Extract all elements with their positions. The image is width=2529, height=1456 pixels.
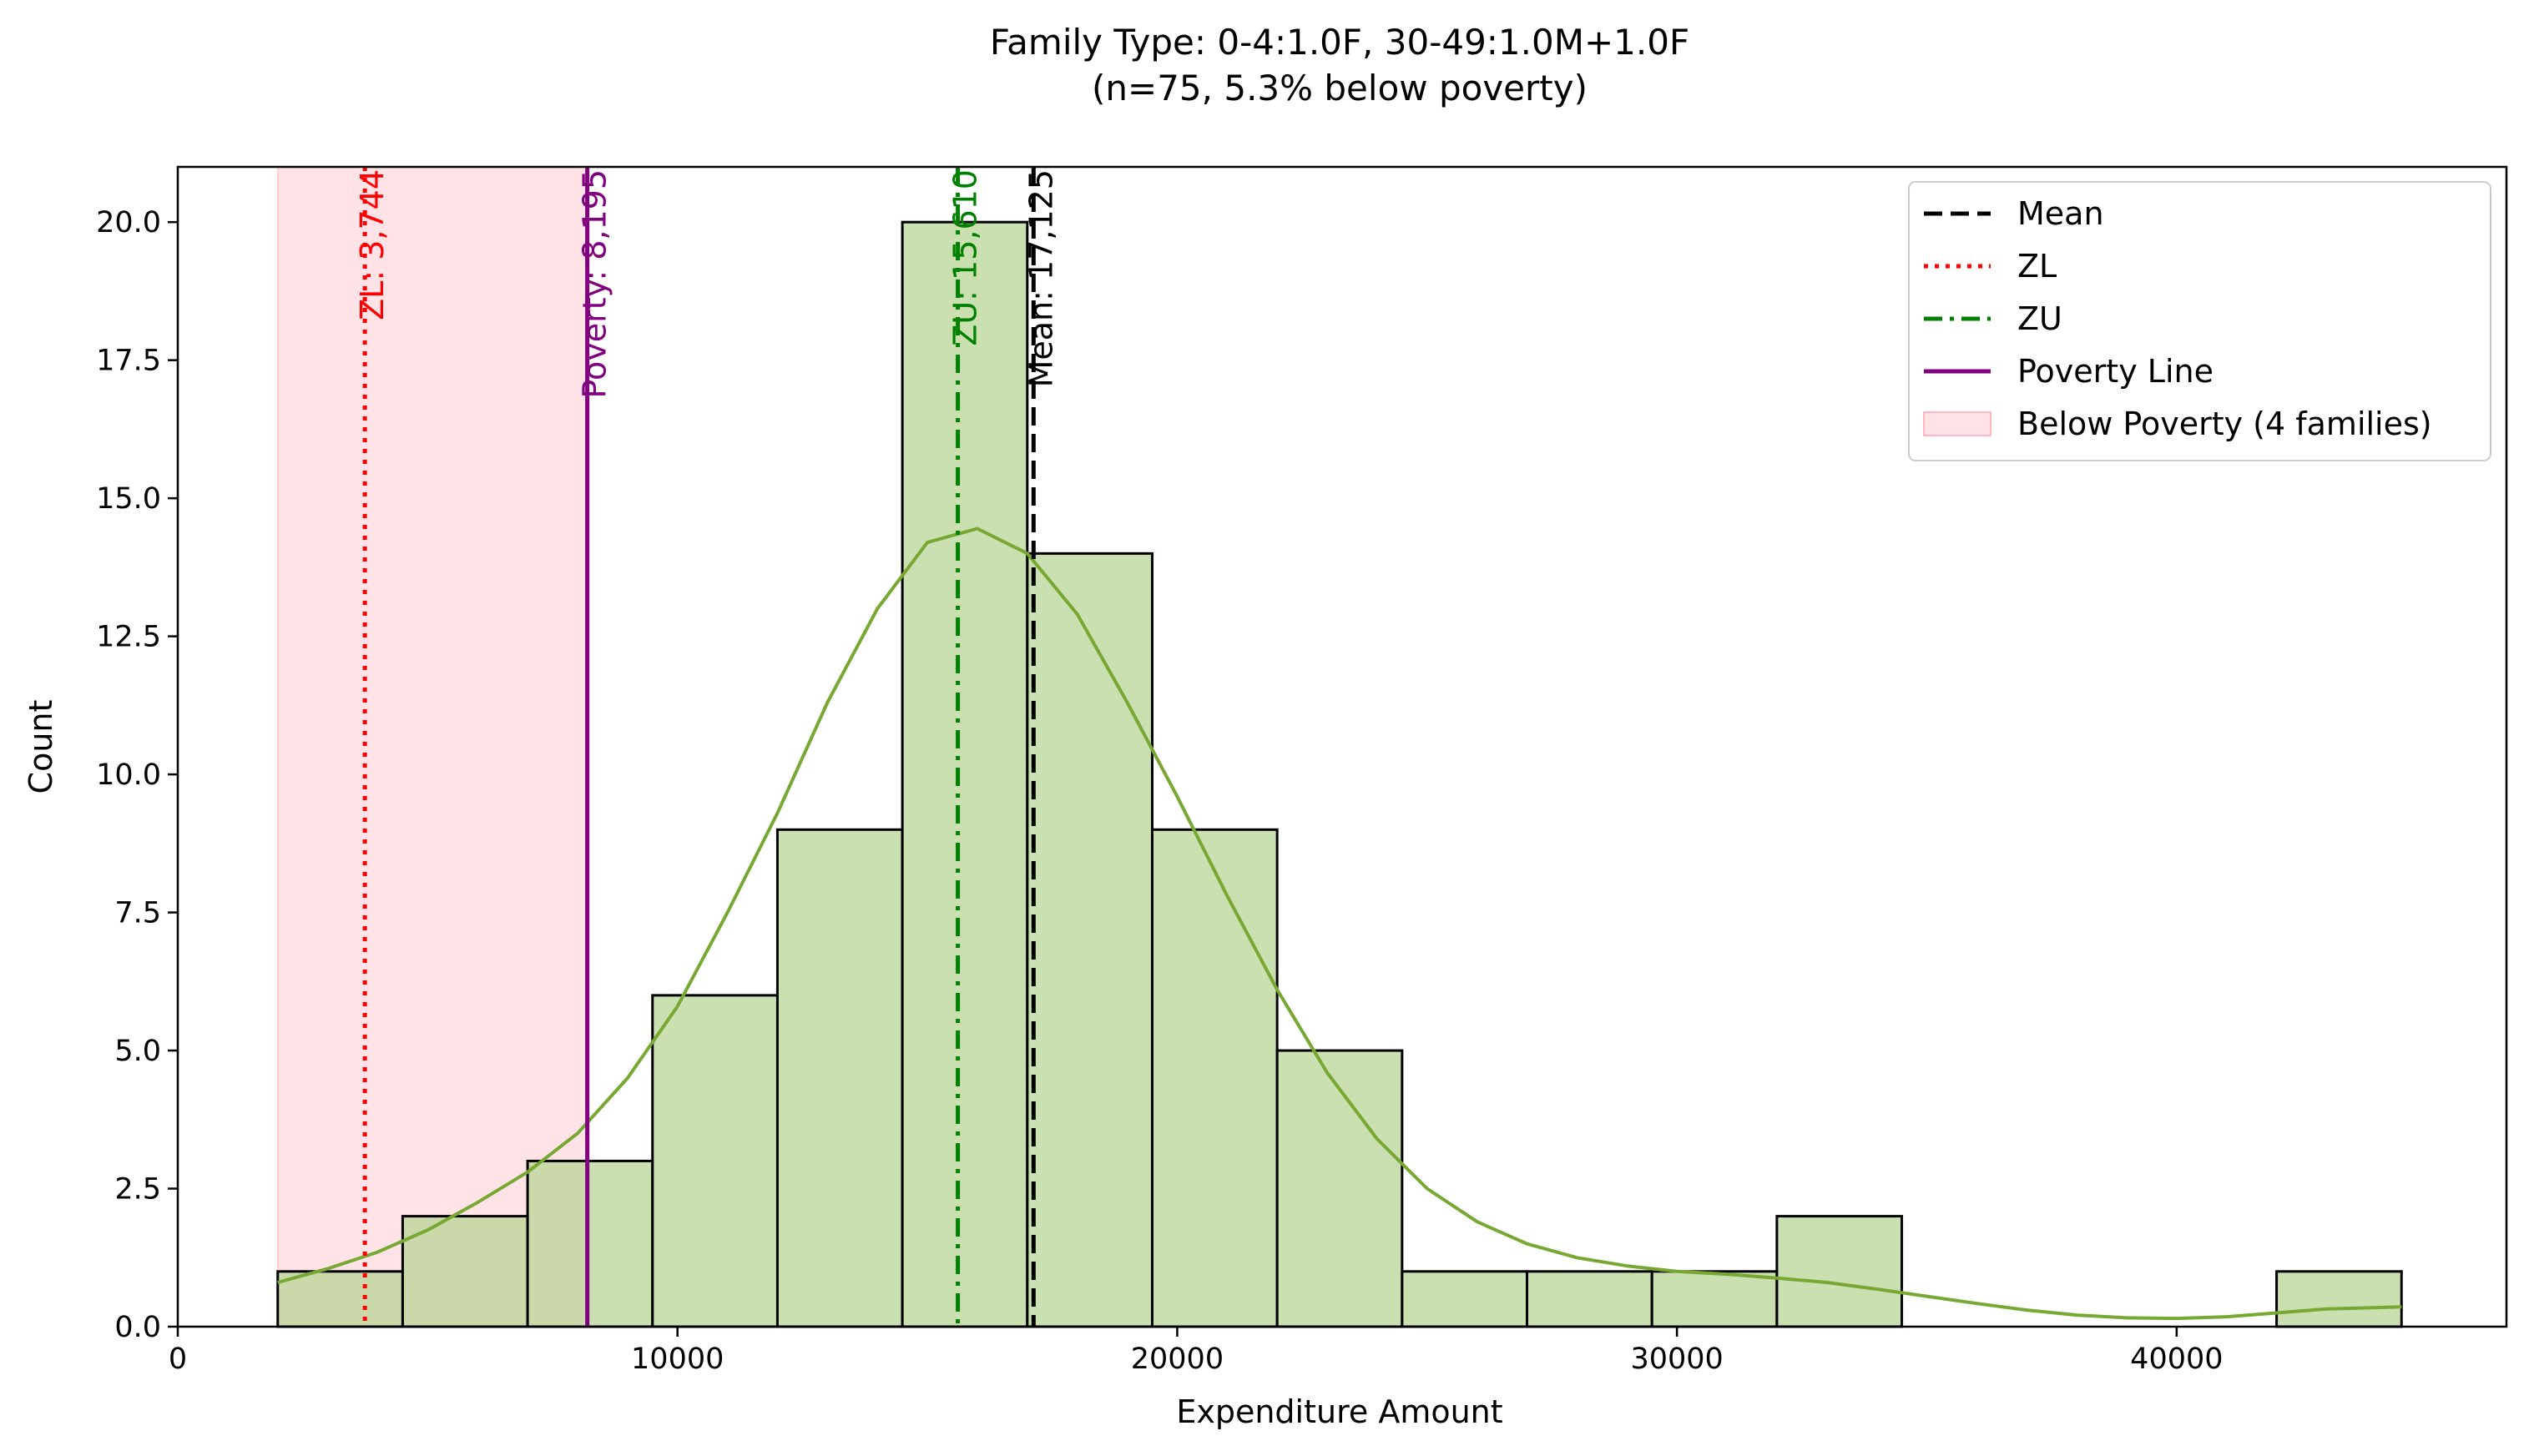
histogram-bar-8 <box>1150 828 1279 1328</box>
histogram-bar-9 <box>1275 1049 1404 1328</box>
y-tick-label: 7.5 <box>114 897 161 930</box>
histogram-bar-10 <box>1401 1270 1529 1328</box>
histogram-bar-12 <box>1650 1270 1779 1328</box>
histogram-bar-1 <box>276 1270 404 1328</box>
histogram-bar-2 <box>401 1215 529 1328</box>
legend-label-poverty-line: Poverty Line <box>2017 353 2214 390</box>
x-tick-label: 20000 <box>1131 1343 1224 1376</box>
histogram-bar-5 <box>775 828 904 1328</box>
x-tick-label: 0 <box>169 1343 187 1376</box>
plot-area: ZL: 3,744 Poverty: 8,195 ZU: 15,610 Mean: 1… <box>276 166 2403 1328</box>
x-tick-label: 10000 <box>631 1343 724 1376</box>
legend-label-mean: Mean <box>2017 195 2104 232</box>
x-axis-label: Expenditure Amount <box>1176 1393 1502 1430</box>
vline-label-poverty-line: Poverty: 8,195 <box>577 169 613 399</box>
y-tick-label: 0.0 <box>114 1311 161 1344</box>
histogram-bar-7 <box>1026 552 1153 1328</box>
y-tick-label: 20.0 <box>96 206 161 239</box>
y-tick-label: 5.0 <box>114 1035 161 1068</box>
x-tick-label: 40000 <box>2130 1343 2223 1376</box>
histogram-bar-6 <box>901 220 1029 1328</box>
vline-label-zl: ZL: 3,744 <box>354 169 391 320</box>
legend: Mean ZL ZU Poverty Line Below Poverty (4 fam… <box>1908 181 2491 461</box>
legend-label-below-poverty-4-families: Below Poverty (4 families) <box>2017 406 2432 442</box>
axes: 0 10000 20000 30000 40000 0.0 2.5 5.0 7.5 10.0 12.… <box>96 165 2508 1376</box>
y-tick-label: 2.5 <box>114 1173 161 1207</box>
histogram-bar-17 <box>2275 1270 2403 1328</box>
legend-label-zu: ZU <box>2017 300 2062 337</box>
kde-curve <box>277 526 2402 1321</box>
x-tick-label: 30000 <box>1630 1343 1723 1376</box>
histogram-bar-3 <box>526 1159 654 1328</box>
vline-label-zu: ZU: 15,610 <box>947 169 984 346</box>
chart-subtitle: (n=75, 5.3% below poverty) <box>1092 68 1588 108</box>
y-tick-label: 12.5 <box>96 621 161 654</box>
y-axis-label: Count <box>23 700 59 794</box>
legend-label-zl: ZL <box>2017 248 2057 285</box>
histogram-bar-13 <box>1775 1215 1904 1328</box>
y-tick-label: 17.5 <box>96 345 161 378</box>
vline-label-mean: Mean: 17,125 <box>1022 169 1059 387</box>
y-tick-label: 10.0 <box>96 758 161 792</box>
chart-title: Family Type: 0-4:1.0F, 30-49:1.0M+1.0F <box>990 22 1689 63</box>
legend-swatch-below-poverty-4-families <box>1923 411 1991 436</box>
histogram-bar-11 <box>1526 1270 1653 1328</box>
y-tick-label: 15.0 <box>96 482 161 516</box>
axes-frame <box>176 165 2508 1328</box>
histogram-bar-4 <box>651 994 779 1328</box>
legend-box <box>1908 181 2491 461</box>
poverty-span <box>276 166 588 1328</box>
